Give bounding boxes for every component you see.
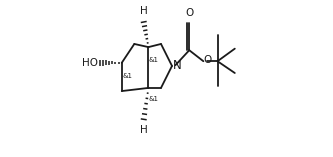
- Text: &1: &1: [123, 73, 133, 79]
- Text: N: N: [173, 59, 181, 72]
- Text: O: O: [204, 55, 212, 65]
- Text: O: O: [185, 8, 193, 18]
- Text: H: H: [140, 125, 148, 135]
- Text: HO: HO: [82, 58, 98, 68]
- Text: H: H: [140, 6, 148, 16]
- Text: &1: &1: [149, 96, 159, 102]
- Text: &1: &1: [149, 57, 159, 63]
